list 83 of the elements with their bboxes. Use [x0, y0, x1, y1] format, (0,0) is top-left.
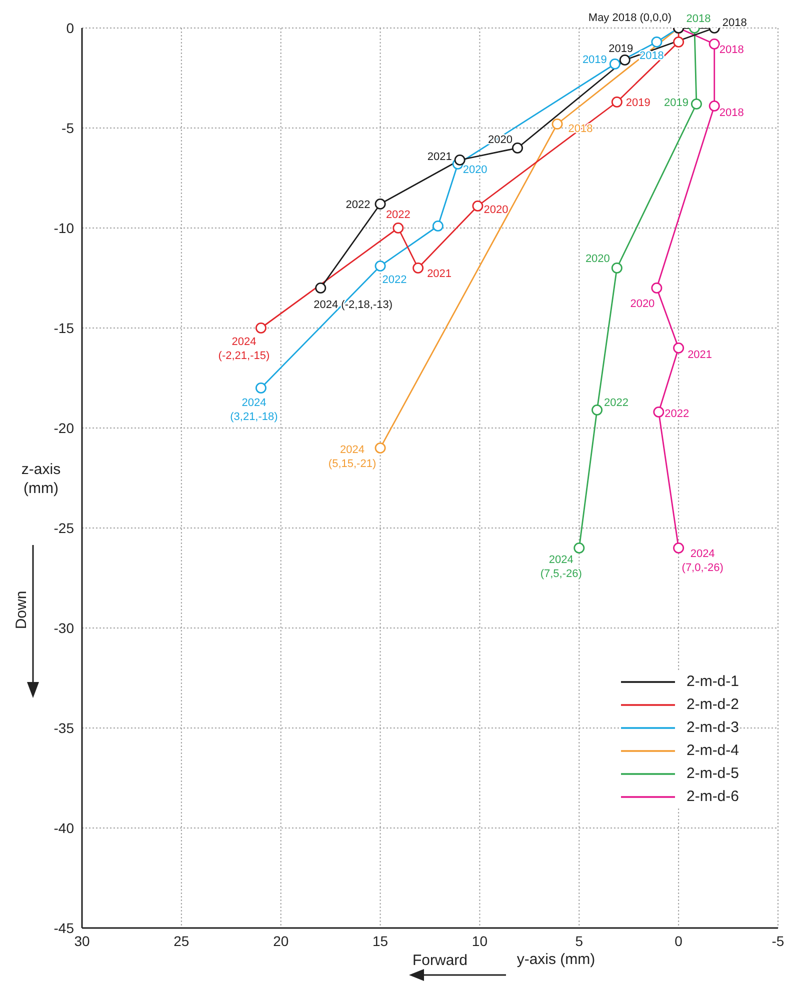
- x-tick-label: 0: [674, 932, 683, 949]
- y-tick-label: 0: [66, 20, 74, 36]
- point: [454, 154, 466, 166]
- y-tick-label: -15: [54, 320, 74, 336]
- point: [651, 282, 662, 294]
- point: [374, 442, 386, 454]
- point: [412, 262, 424, 274]
- point: [574, 542, 585, 554]
- annotation: 2020: [462, 164, 488, 176]
- legend-label: 2-m-d-4: [686, 742, 739, 759]
- x-tick-label: -5: [772, 932, 784, 949]
- annotation: 2024 (7,0,-26): [682, 548, 724, 574]
- annotation: 2019: [608, 43, 634, 55]
- legend-label: 2-m-d-1: [686, 673, 739, 690]
- point: [255, 322, 266, 334]
- x-tick-label: 20: [273, 932, 289, 949]
- annotation: 2021: [427, 268, 452, 280]
- annotation: 2024 (5,15,-21): [328, 444, 376, 470]
- point: [512, 142, 523, 154]
- point: [609, 58, 620, 70]
- annotation: 2022: [382, 274, 407, 286]
- annotation: 2018: [686, 13, 711, 25]
- point: [673, 36, 684, 48]
- text: Forward: [412, 952, 468, 969]
- y-tick-label: -25: [54, 520, 74, 536]
- y-tick-label: -35: [54, 720, 74, 736]
- legend-label: 2-m-d-2: [686, 696, 739, 713]
- x-tick-label: 15: [372, 932, 388, 949]
- annotation: 2021: [688, 349, 712, 361]
- annotation: 2019: [582, 54, 607, 66]
- annotation: 2022: [664, 408, 690, 420]
- annotation: 2018: [719, 107, 744, 119]
- annotation: 2020: [484, 204, 508, 216]
- y-tick-label: -45: [54, 920, 74, 936]
- point: [673, 342, 684, 354]
- legend-label: 2-m-d-6: [686, 788, 739, 805]
- annotation: 2019: [664, 97, 688, 109]
- annotation: 2024 (3,21,-18): [230, 397, 278, 423]
- legend-label: 2-m-d-3: [686, 719, 739, 736]
- y-tick-label: -10: [54, 220, 74, 236]
- x-tick-label: 10: [472, 932, 488, 949]
- annotation: 2022: [346, 199, 370, 211]
- annotation: 2022: [604, 397, 629, 409]
- x-tick-label: 25: [174, 932, 190, 949]
- annotation: 2018: [722, 17, 747, 29]
- annotation: 2024 (7,5,-26): [540, 554, 582, 580]
- annotation: 2019: [626, 97, 650, 109]
- point: [611, 262, 622, 274]
- annotation: May 2018 (0,0,0): [588, 12, 672, 24]
- point: [611, 96, 622, 108]
- annotation: 2022: [386, 209, 410, 221]
- point: [552, 118, 563, 130]
- point: [392, 222, 404, 234]
- annotation: 2020: [630, 298, 655, 310]
- x-tick-label: 5: [575, 932, 584, 949]
- point: [651, 36, 662, 48]
- point: [432, 220, 444, 232]
- y-tick-label: -40: [54, 820, 74, 836]
- annotation: 2021: [427, 151, 452, 163]
- annotation: 2020: [585, 253, 610, 265]
- point: [315, 282, 326, 294]
- point: [653, 406, 664, 418]
- annotation: 2018: [719, 44, 744, 56]
- point: [673, 542, 684, 554]
- point: [592, 404, 603, 416]
- x-axis-title: y-axis (mm): [516, 950, 596, 969]
- point: [374, 260, 386, 272]
- point: [619, 54, 630, 66]
- point: [255, 382, 266, 394]
- y-axis-title: z-axis (mm): [20, 460, 62, 498]
- y-tick-label: -30: [54, 620, 74, 636]
- point: [374, 198, 386, 210]
- point: [472, 200, 484, 212]
- point: [690, 98, 702, 110]
- annotation: 2024 (-2,18,-13): [314, 299, 393, 311]
- annotation: 2024 (-2,21,-15): [218, 336, 270, 362]
- y-tick-label: -20: [54, 420, 74, 436]
- y-tick-label: -5: [62, 120, 74, 136]
- legend-label: 2-m-d-5: [686, 765, 739, 782]
- point: [708, 100, 720, 112]
- text: Down: [13, 590, 30, 630]
- x-tick-label: 30: [74, 932, 90, 949]
- point: [708, 38, 720, 50]
